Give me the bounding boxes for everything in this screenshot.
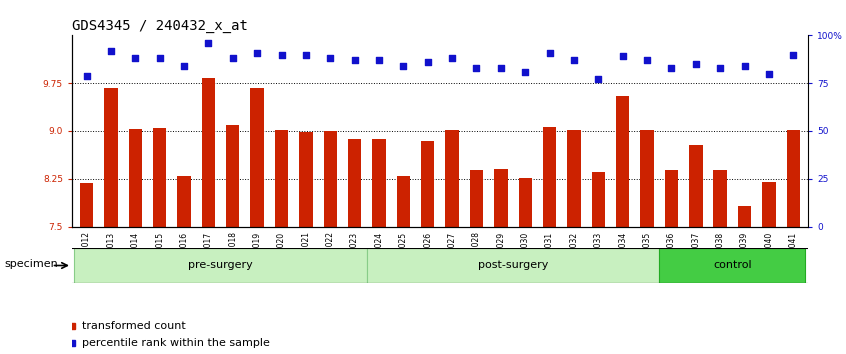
Text: transformed count: transformed count (82, 321, 186, 331)
Bar (665, 171, 678, 227)
Bar (713, 171, 727, 227)
Bar (348, 139, 361, 227)
Point (519, 69, 532, 75)
Point (372, 57, 386, 63)
Point (275, 52, 288, 57)
Bar (445, 130, 459, 227)
Point (226, 56, 239, 61)
Text: percentile rank within the sample: percentile rank within the sample (82, 338, 271, 348)
Point (129, 56, 142, 61)
Bar (201, 78, 215, 227)
Point (323, 56, 337, 61)
Bar (689, 145, 702, 227)
Bar (640, 130, 654, 227)
Bar (519, 178, 532, 227)
Point (80, 73, 93, 78)
Bar (367, 248, 659, 283)
Bar (616, 96, 629, 227)
Bar (80, 183, 93, 227)
Bar (226, 125, 239, 227)
Bar (591, 172, 605, 227)
Point (153, 56, 167, 61)
Point (665, 65, 678, 71)
Point (787, 52, 800, 57)
Point (178, 63, 191, 69)
Text: GDS4345 / 240432_x_at: GDS4345 / 240432_x_at (72, 19, 248, 33)
Bar (74, 248, 367, 283)
Text: pre-surgery: pre-surgery (188, 261, 253, 270)
Bar (659, 248, 805, 283)
Bar (421, 141, 435, 227)
Bar (250, 88, 264, 227)
Point (348, 57, 361, 63)
Bar (494, 169, 508, 227)
Point (738, 63, 751, 69)
Bar (738, 206, 751, 227)
Bar (178, 176, 190, 227)
Point (201, 40, 215, 46)
Point (567, 57, 580, 63)
Point (421, 59, 435, 65)
Bar (129, 129, 142, 227)
Bar (153, 128, 167, 227)
Point (494, 65, 508, 71)
Text: post-surgery: post-surgery (478, 261, 548, 270)
Point (299, 52, 313, 57)
Bar (470, 171, 483, 227)
Bar (372, 139, 386, 227)
Bar (397, 176, 410, 227)
Point (713, 65, 727, 71)
Bar (787, 130, 800, 227)
Bar (543, 126, 557, 227)
Point (445, 56, 459, 61)
Text: specimen: specimen (4, 259, 58, 269)
Point (543, 50, 557, 56)
Bar (275, 130, 288, 227)
Bar (299, 132, 312, 227)
Point (470, 65, 483, 71)
Text: control: control (713, 261, 752, 270)
Bar (762, 182, 776, 227)
Point (689, 61, 702, 67)
Bar (568, 130, 580, 227)
Point (250, 50, 264, 56)
Bar (104, 88, 118, 227)
Point (397, 63, 410, 69)
Point (640, 57, 654, 63)
Point (762, 71, 776, 76)
Bar (323, 131, 337, 227)
Point (616, 53, 629, 59)
Point (104, 48, 118, 53)
Point (591, 76, 605, 82)
